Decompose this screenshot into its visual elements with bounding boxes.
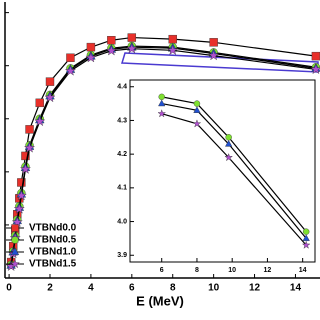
series-line <box>161 113 307 246</box>
data-point <box>105 44 117 56</box>
data-point <box>193 100 201 107</box>
data-point <box>15 189 27 201</box>
legend-marker <box>10 258 20 269</box>
data-point <box>126 42 138 54</box>
data-point <box>34 115 46 127</box>
legend-label: VTBNd0.0 <box>29 223 77 234</box>
data-point <box>66 53 75 62</box>
data-point <box>157 109 167 118</box>
data-point <box>23 142 36 153</box>
x-tick-label: 4 <box>88 283 94 294</box>
data-point <box>302 228 310 235</box>
x-tick-label: 12 <box>249 283 261 294</box>
data-point <box>107 36 116 45</box>
data-point <box>192 119 202 128</box>
x-tick-label: 14 <box>290 283 302 294</box>
zoom-box <box>121 52 319 73</box>
data-point <box>127 33 137 42</box>
data-point <box>208 49 220 61</box>
data-point <box>44 91 56 103</box>
data-point <box>21 151 30 161</box>
x-tick-label: 6 <box>160 267 164 274</box>
y-tick-label: 4.1 <box>117 185 127 192</box>
x-tick-label: 8 <box>170 283 176 294</box>
data-point <box>209 38 218 47</box>
data-point <box>25 125 34 134</box>
data-point <box>35 98 44 108</box>
x-tick-label: 12 <box>264 267 272 274</box>
y-tick-label: 4.4 <box>117 84 127 91</box>
data-point <box>64 65 77 76</box>
x-tick-label: 10 <box>208 283 220 294</box>
legend-label: VTBNd0.5 <box>29 235 77 246</box>
y-tick-label: 3.9 <box>117 252 127 259</box>
y-tick-label: 4.3 <box>117 117 127 124</box>
data-point <box>13 203 25 214</box>
data-point <box>311 51 320 61</box>
data-point <box>86 42 96 52</box>
x-tick-label: 8 <box>195 267 199 274</box>
x-tick-label: 0 <box>6 283 12 294</box>
data-point <box>19 163 32 174</box>
data-point <box>158 93 165 101</box>
x-tick-label: 6 <box>129 283 135 294</box>
data-point <box>11 216 23 227</box>
legend-label: VTBNd1.0 <box>29 247 77 258</box>
data-point <box>193 106 201 113</box>
legend-label: VTBNd1.5 <box>29 259 77 270</box>
data-point <box>167 44 179 56</box>
legend-marker <box>11 236 19 244</box>
x-tick-label: 10 <box>228 267 236 274</box>
x-tick-label: 14 <box>299 267 307 274</box>
data-point <box>301 240 311 249</box>
legend-marker <box>10 247 20 256</box>
data-point <box>158 99 166 107</box>
legend-marker <box>11 224 19 232</box>
data-point <box>225 140 233 147</box>
x-tick-label: 2 <box>47 283 53 294</box>
data-point <box>224 152 233 162</box>
series-line <box>161 103 307 239</box>
data-point <box>45 77 55 86</box>
x-axis-label: E (MeV) <box>136 293 184 308</box>
data-point <box>225 134 232 141</box>
data-point <box>17 178 26 187</box>
y-tick-label: 4.2 <box>117 151 127 158</box>
series-line <box>161 96 307 233</box>
data-point <box>85 51 97 63</box>
inset-frame <box>129 79 316 263</box>
y-tick-label: 4.0 <box>117 218 127 225</box>
data-point <box>168 34 177 44</box>
